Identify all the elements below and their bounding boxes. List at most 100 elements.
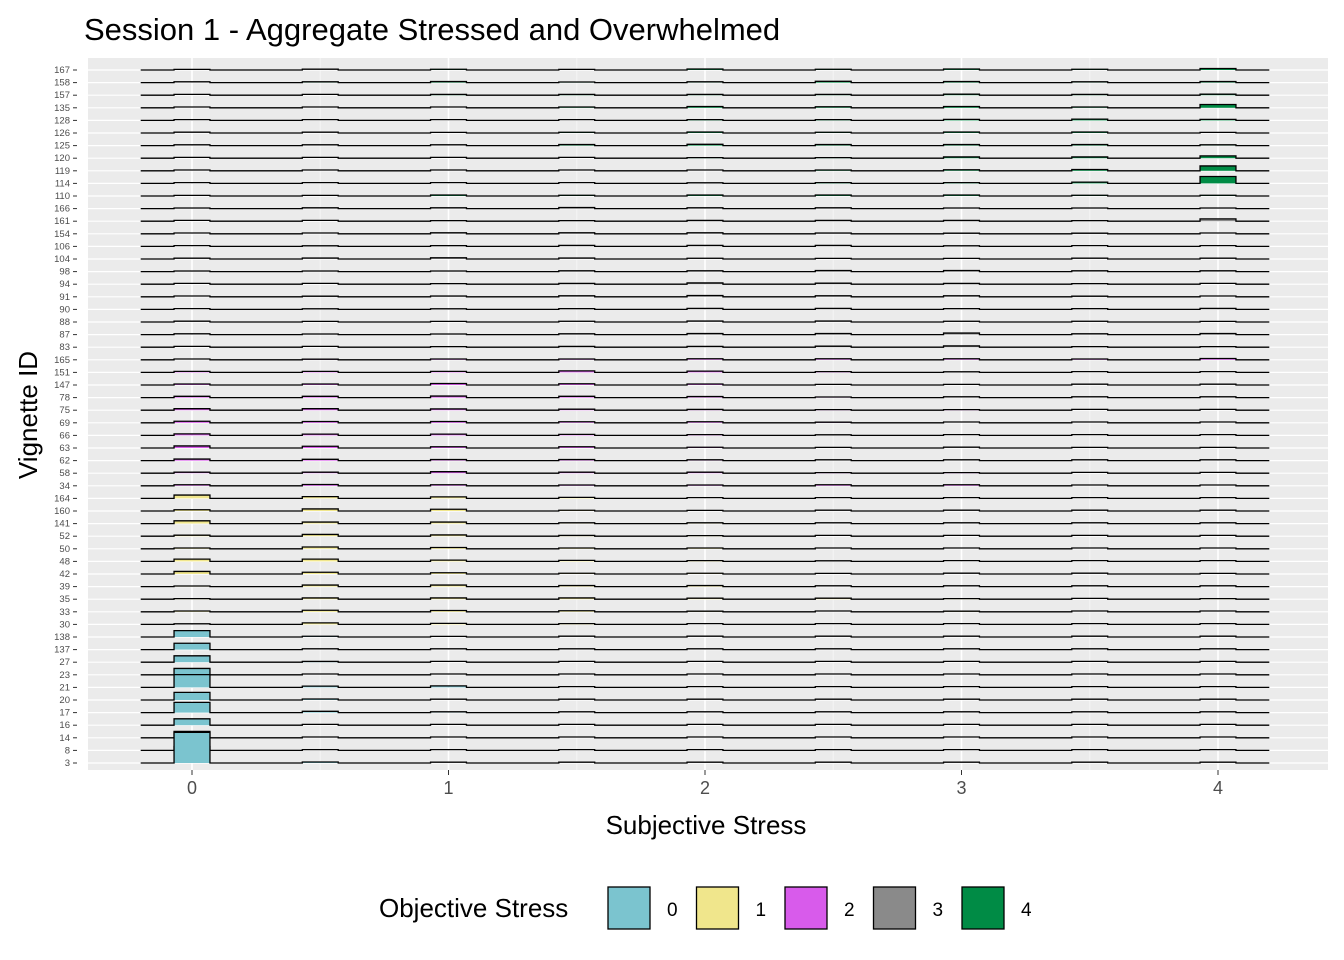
ridge-outline [140, 674, 1270, 689]
histogram-bar [943, 333, 980, 335]
ridge-row [140, 103, 1270, 109]
ridge-row [140, 257, 1270, 260]
ridge-outline [140, 655, 1270, 663]
y-tick-label: 50 [59, 544, 70, 555]
ridge-outline [140, 691, 1270, 701]
histogram-bar [1200, 155, 1236, 159]
ridge-outline [140, 718, 1270, 726]
ridge-row [140, 433, 1270, 437]
ridge-row [140, 131, 1270, 134]
histogram-bar [174, 643, 210, 650]
y-tick-label: 128 [54, 115, 70, 126]
x-tick-labels: 0 1 2 3 4 [187, 770, 1223, 798]
ridge-outline [140, 609, 1270, 613]
ridge-row [140, 269, 1270, 273]
histogram-bar [174, 408, 210, 411]
histogram-bar [174, 702, 210, 713]
y-tick-label: 126 [54, 128, 70, 139]
ridge-row [140, 533, 1270, 537]
plot-panel [88, 58, 1328, 770]
ridge-outline [140, 269, 1270, 273]
x-tick-label: 3 [956, 778, 966, 798]
histogram-bar [302, 408, 339, 411]
ridge-row [140, 93, 1270, 96]
ridge-outline [140, 257, 1270, 260]
y-tick-label: 90 [59, 304, 70, 315]
ridge-outline [140, 155, 1270, 159]
histogram-bar [302, 547, 339, 549]
ridge-row [140, 508, 1270, 512]
ridge-outline [140, 731, 1270, 764]
y-tick-label: 120 [54, 153, 70, 164]
ridge-row [140, 345, 1270, 348]
ridge-row [140, 218, 1270, 222]
y-tick-label: 87 [59, 330, 70, 341]
y-tick-label: 75 [59, 405, 70, 416]
histogram-bar [174, 520, 210, 524]
histogram-bar [430, 471, 467, 474]
legend-keys: 0 1 2 3 4 [607, 886, 1032, 930]
ridge-row [140, 445, 1270, 449]
ridge-row [140, 194, 1270, 197]
y-tick-label: 104 [54, 254, 70, 265]
y-tick-label: 157 [54, 90, 70, 101]
ridge-outline [140, 165, 1270, 172]
ridge-row [140, 609, 1270, 613]
y-tick-label: 42 [59, 569, 70, 580]
ridge-row [140, 232, 1270, 235]
y-tick-label: 160 [54, 506, 70, 517]
ridge-outline [140, 370, 1270, 374]
legend-swatch [872, 886, 917, 930]
y-tick-label: 138 [54, 632, 70, 643]
ridge-row [140, 584, 1270, 588]
ridge-row [140, 642, 1270, 651]
y-tick-label: 164 [54, 493, 70, 504]
ridge-row [140, 471, 1270, 474]
legend-label: 3 [933, 900, 944, 921]
ridge-row [140, 395, 1270, 399]
ridge-outline [140, 67, 1270, 71]
histogram-bar [430, 585, 467, 587]
ridge-row [140, 701, 1270, 714]
histogram-bar [302, 446, 339, 448]
ridge-row [140, 494, 1270, 500]
ridge-outline [140, 597, 1270, 600]
y-tick-label: 114 [55, 178, 70, 189]
ridge-row [140, 691, 1270, 701]
y-tick-label: 8 [65, 745, 70, 756]
ridge-outline [140, 420, 1270, 424]
ridge-outline [140, 546, 1270, 550]
ridge-outline [140, 483, 1270, 487]
y-tick-label: 135 [54, 103, 70, 114]
histogram-bar [174, 495, 210, 499]
histogram-bar [430, 396, 467, 398]
ridge-row [140, 332, 1270, 336]
y-axis-title: Vignette ID [13, 351, 43, 479]
y-tick-label: 3 [65, 758, 70, 769]
y-tick-label: 23 [59, 670, 70, 681]
ridge-outline [140, 445, 1270, 449]
y-tick-label: 17 [59, 708, 70, 719]
histogram-bar [174, 732, 210, 763]
histogram-bar [302, 585, 339, 587]
histogram-bar [430, 509, 467, 511]
ridge-row [140, 244, 1270, 248]
ridge-row [140, 155, 1270, 159]
y-tick-label: 35 [59, 594, 70, 605]
ridge-row [140, 382, 1270, 386]
ridge-row [140, 629, 1270, 638]
ridge-outline [140, 629, 1270, 638]
ridge-outline [140, 508, 1270, 512]
x-tick-label: 0 [187, 778, 197, 798]
y-tick-label: 34 [59, 481, 70, 492]
ridge-outline [140, 357, 1270, 361]
ridge-outline [140, 520, 1270, 525]
ridge-outline [140, 218, 1270, 222]
ridge-outline [140, 622, 1270, 626]
ridge-outline [140, 382, 1270, 386]
histogram-bar [174, 559, 210, 562]
y-tick-labels: 3814161720212327137138303335394248505214… [54, 65, 77, 769]
y-tick-label: 30 [59, 619, 70, 630]
ridge-outline [140, 745, 1270, 752]
histogram-bar [1200, 165, 1236, 171]
